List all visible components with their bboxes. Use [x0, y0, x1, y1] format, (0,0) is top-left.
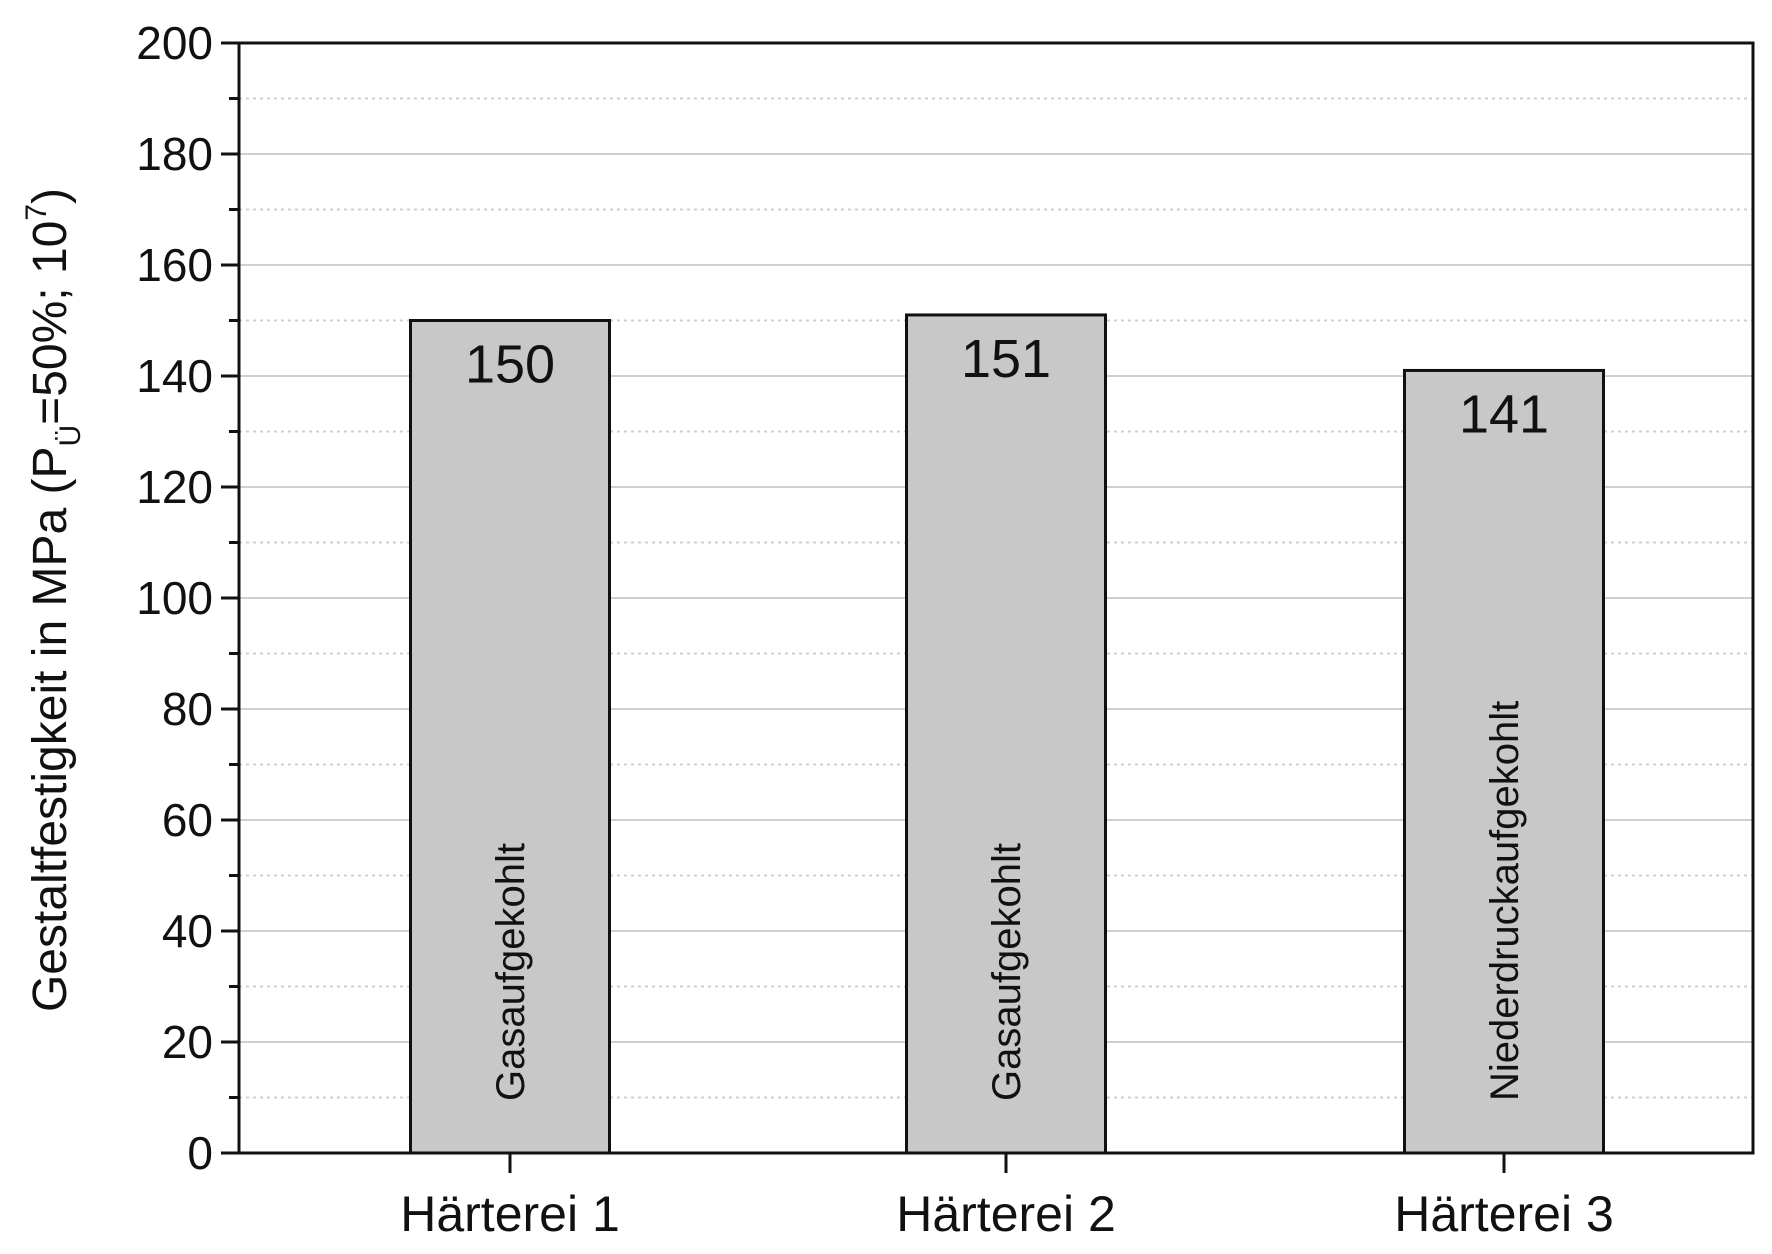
y-label-part: )	[24, 188, 77, 204]
bar-label: Gasaufgekohlt	[489, 843, 533, 1101]
bar	[1403, 368, 1605, 1155]
bar	[409, 319, 611, 1155]
y-tick-label: 180	[136, 128, 213, 180]
y-tick-label: 140	[136, 350, 213, 402]
y-label-part: Gestaltfestigkeit in MPa (P	[24, 446, 77, 1012]
y-tick-label: 80	[162, 683, 213, 735]
y-tick-label: 160	[136, 239, 213, 291]
x-tick-label: Härterei 3	[1394, 1186, 1614, 1242]
value-label: 151	[961, 329, 1051, 389]
y-tick-label: 120	[136, 461, 213, 513]
value-label: 141	[1459, 384, 1549, 444]
x-tick-label: Härterei 2	[896, 1186, 1116, 1242]
y-tick-label: 200	[136, 17, 213, 69]
y-axis-label: Gestaltfestigkeit in MPa (PÜ=50%; 107)	[20, 188, 87, 1012]
bar-label: Niederdruckaufgekohlt	[1483, 701, 1527, 1101]
bar	[905, 313, 1107, 1155]
y-label-part: 7	[20, 204, 53, 221]
plot-frame	[237, 41, 1755, 1155]
bar-label: Gasaufgekohlt	[985, 843, 1029, 1101]
y-label-part: Ü	[54, 425, 87, 447]
y-tick-label: 100	[136, 572, 213, 624]
y-tick-label: 60	[162, 794, 213, 846]
value-label: 150	[465, 335, 555, 395]
x-tick-label: Härterei 1	[400, 1186, 620, 1242]
y-tick-label: 0	[187, 1127, 213, 1179]
y-tick-label: 40	[162, 905, 213, 957]
y-tick-label: 20	[162, 1016, 213, 1068]
y-label-part: =50%; 10	[24, 221, 77, 425]
